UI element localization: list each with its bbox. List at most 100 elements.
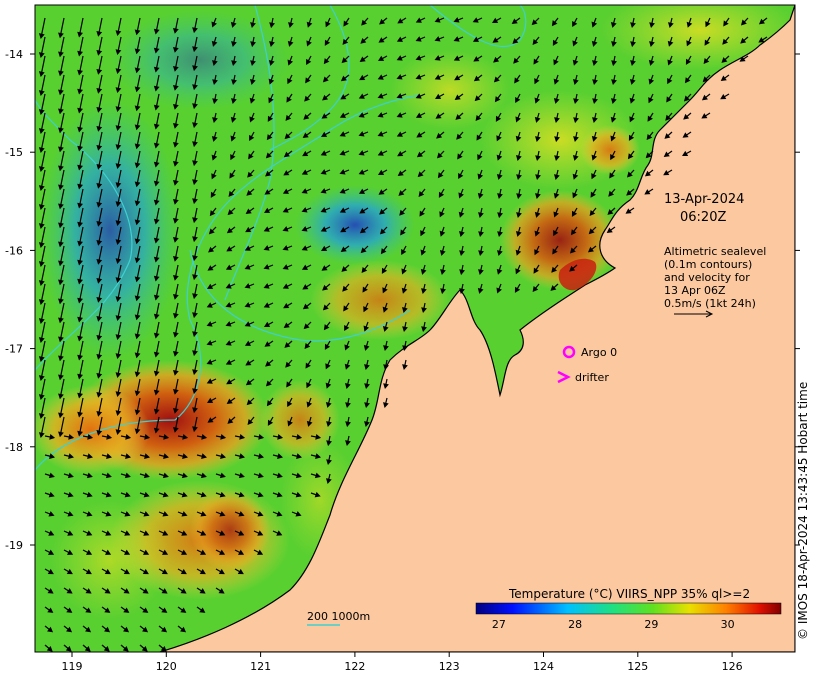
velocity-arrow-head [343,305,349,312]
velocity-arrow-head [326,459,332,466]
velocity-arrow-head [396,93,403,99]
velocity-arrow-head [49,434,56,440]
velocity-arrow-head [263,226,270,232]
velocity-arrow-head [534,116,541,123]
velocity-arrow-head [172,388,179,395]
lat-tick-label: -15 [5,146,23,159]
velocity-arrow-head [591,154,598,161]
velocity-arrow-head [492,17,499,23]
velocity-arrow-head [153,275,160,282]
lat-tick-label: -17 [5,343,23,356]
velocity-arrow-head [663,169,670,176]
velocity-arrow-head [258,434,265,440]
velocity-arrow-head [515,230,522,237]
velocity-arrow-head [459,288,465,295]
contour-scale-label: 200 1000m [307,610,370,623]
velocity-arrow-head [396,36,403,42]
velocity-arrow-head [246,399,253,406]
velocity-arrow-head [401,307,408,313]
velocity-arrow-head [705,21,711,28]
velocity-arrow-head [77,126,83,133]
velocity-arrow-head [96,201,103,208]
velocity-arrow-head [77,316,83,323]
velocity-arrow-head [343,20,349,27]
velocity-arrow-head [86,530,93,536]
velocity-arrow-head [396,55,403,61]
velocity-arrow-head [439,211,445,218]
velocity-arrow-head [401,287,408,294]
velocity-arrow-head [572,59,579,66]
legend-line-5: 0.5m/s (1kt 24h) [664,297,756,310]
velocity-arrow-head [435,113,442,119]
velocity-arrow-head [211,135,218,142]
velocity-arrow-head [383,364,389,371]
velocity-arrow-head [172,369,179,376]
velocity-arrow-head [611,79,617,86]
velocity-arrow-head [172,217,179,224]
velocity-arrow-head [161,568,168,575]
velocity-arrow-head [497,231,503,238]
velocity-arrow-head [115,106,122,113]
velocity-arrow-head [477,154,483,161]
velocity-arrow-head [96,106,103,113]
velocity-arrow-head [570,229,577,236]
velocity-arrow-head [644,170,651,177]
velocity-arrow-head [58,317,64,324]
velocity-arrow-head [359,227,366,234]
velocity-arrow-head [231,60,237,67]
velocity-arrow-head [153,28,160,35]
velocity-legend: Altimetric sealevel (0.1m contours) and … [664,245,766,318]
velocity-arrow-head [401,268,407,275]
velocity-arrow-head [115,372,122,379]
velocity-arrow-head [58,241,64,248]
velocity-arrow-head [571,210,578,217]
velocity-arrow-head [77,107,83,114]
velocity-arrow-head [199,607,206,613]
velocity-arrow-head [58,355,64,362]
velocity-arrow-head [38,128,45,135]
velocity-arrow-head [201,453,207,459]
velocity-arrow-head [572,192,578,199]
velocity-arrow-head [192,350,198,357]
velocity-arrow-head [257,491,264,498]
velocity-arrow-head [683,113,690,120]
velocity-arrow-head [454,94,461,101]
velocity-arrow-head [378,189,385,195]
velocity-arrow-head [382,325,389,332]
velocity-arrow-head [68,453,74,459]
lat-tick-label: -16 [5,244,23,257]
velocity-arrow-head [238,472,245,479]
drifter-label: drifter [575,371,609,384]
velocity-arrow-head [96,391,103,398]
bay-warm-patch [558,258,597,291]
velocity-arrows [38,17,768,652]
velocity-arrow-head [124,472,131,479]
velocity-arrow-head [358,93,365,99]
velocity-arrow-head [115,182,122,189]
velocity-arrow-head [96,334,103,341]
velocity-arrow-head [453,55,460,61]
velocity-arrow-head [397,150,404,157]
velocity-arrow-head [515,116,521,123]
velocity-arrow-head [96,68,103,75]
velocity-arrow-head [77,430,83,437]
velocity-arrow-head [302,132,309,138]
lat-tick-label: -18 [5,441,23,454]
velocity-arrow-head [758,37,765,43]
velocity-arrow-head [201,434,208,440]
velocity-arrow-head [456,133,462,140]
velocity-arrow-head [207,265,214,271]
velocity-arrow-head [396,112,403,118]
velocity-arrow-head [238,549,245,555]
sst-patches [35,5,795,620]
velocity-arrow-head [342,38,349,45]
velocity-arrow-head [314,472,321,479]
velocity-arrow-head [269,41,275,48]
velocity-arrow-head [104,607,111,613]
velocity-arrow-head [115,87,122,94]
velocity-arrow-head [415,55,422,61]
velocity-arrow-head [96,277,103,284]
velocity-arrow-head [535,174,541,181]
velocity-arrow-head [172,65,179,72]
velocity-arrow-head [134,48,141,55]
